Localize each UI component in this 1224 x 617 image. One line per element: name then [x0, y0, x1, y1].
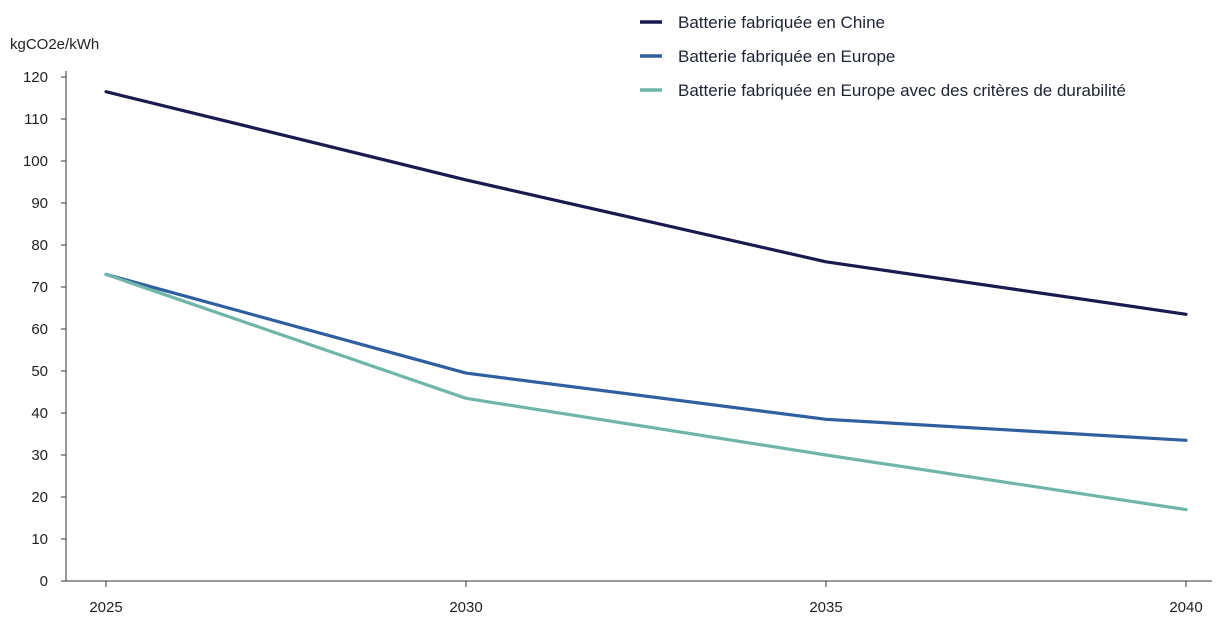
legend: Batterie fabriquée en Chine Batterie fabr…	[640, 13, 1126, 100]
y-tick-label: 60	[31, 321, 48, 338]
legend-label-2: Batterie fabriquée en Europe	[678, 47, 895, 66]
legend-label-1: Batterie fabriquée en Chine	[678, 13, 885, 32]
y-tick-label: 0	[40, 573, 48, 590]
series-line-3	[104, 272, 1188, 512]
x-tick-label: 2040	[1169, 599, 1202, 616]
x-tick-label: 2030	[449, 599, 482, 616]
y-ticks: 0 10 20 30 40 50 60 70 80 90 100 110 120	[23, 69, 66, 590]
legend-label-3: Batterie fabriquée en Europe avec des cr…	[678, 81, 1126, 100]
y-tick-label: 120	[23, 69, 48, 86]
y-tick-label: 100	[23, 153, 48, 170]
axes	[65, 71, 1212, 582]
y-tick-label: 90	[31, 195, 48, 212]
y-tick-label: 110	[24, 111, 48, 128]
x-tick-label: 2035	[809, 599, 842, 616]
x-ticks: 2025 2030 2035 2040	[89, 581, 1203, 616]
y-tick-label: 40	[31, 405, 48, 422]
y-tick-label: 30	[31, 447, 48, 464]
x-tick-label: 2025	[89, 599, 122, 616]
series-lines	[104, 90, 1188, 512]
y-tick-label: 50	[31, 363, 48, 380]
series-line-1	[104, 90, 1188, 316]
y-axis-label: kgCO2e/kWh	[10, 36, 99, 53]
y-tick-label: 20	[31, 489, 48, 506]
y-tick-label: 10	[31, 531, 48, 548]
y-tick-label: 80	[31, 237, 48, 254]
y-tick-label: 70	[31, 279, 48, 296]
series-line-2	[104, 272, 1188, 442]
